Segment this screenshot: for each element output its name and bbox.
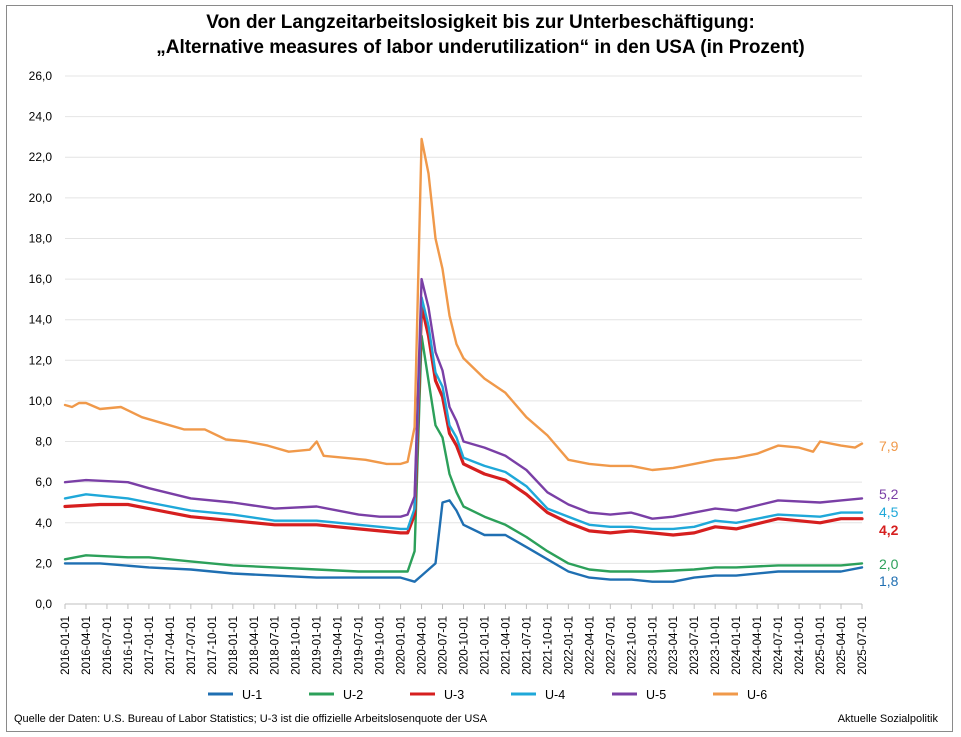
y-tick-label: 4,0 — [35, 516, 52, 530]
x-tick-label: 2025-01-01 — [815, 616, 827, 675]
series-line-u-4 — [63, 296, 864, 531]
x-tick-label: 2022-10-01 — [626, 616, 638, 675]
x-tick-label: 2019-10-01 — [375, 616, 387, 675]
x-tick-label: 2024-01-01 — [731, 616, 743, 675]
chart-frame — [6, 5, 953, 732]
legend-item-u-4: U-4 — [511, 688, 565, 702]
legend-label: U-4 — [545, 688, 565, 702]
x-tick-label: 2016-10-01 — [123, 616, 135, 675]
legend-item-u-3: U-3 — [410, 688, 464, 702]
x-tick-label: 2023-10-01 — [710, 616, 722, 675]
x-tick-label: 2016-01-01 — [60, 616, 72, 675]
x-tick-label: 2018-01-01 — [228, 616, 240, 675]
x-tick-label: 2019-07-01 — [354, 616, 366, 675]
end-label-u-3: 4,2 — [879, 522, 899, 538]
x-tick-label: 2023-04-01 — [668, 616, 680, 675]
x-tick-label: 2019-04-01 — [333, 616, 345, 675]
x-tick-label: 2018-10-01 — [291, 616, 303, 675]
y-tick-label: 16,0 — [29, 272, 53, 286]
legend-label: U-6 — [747, 688, 767, 702]
x-tick-label: 2017-10-01 — [207, 616, 219, 675]
series-line-u-2 — [63, 334, 864, 573]
x-tick-label: 2017-07-01 — [186, 616, 198, 675]
x-tick-label: 2016-04-01 — [81, 616, 93, 675]
y-axis: 0,0 2,0 4,0 6,0 8,0 10,0 12,0 14,0 16,0 18,0 20,0 2… — [29, 69, 53, 611]
end-label-u-5: 5,2 — [879, 486, 899, 502]
x-tick-label: 2025-04-01 — [836, 616, 848, 675]
x-tick-label: 2020-10-01 — [459, 616, 471, 675]
x-tick-label: 2017-04-01 — [165, 616, 177, 675]
legend-item-u-2: U-2 — [309, 688, 363, 702]
series-lines — [63, 137, 864, 583]
x-tick-label: 2019-01-01 — [312, 616, 324, 675]
series-line-u-3 — [63, 303, 864, 537]
x-tick-label: 2024-04-01 — [752, 616, 764, 675]
source-note: Quelle der Daten: U.S. Bureau of Labor S… — [14, 713, 488, 725]
x-tick-label: 2024-10-01 — [794, 616, 806, 675]
end-label-u-1: 1,8 — [879, 573, 899, 589]
y-tick-label: 18,0 — [29, 231, 53, 245]
y-tick-label: 14,0 — [29, 313, 53, 327]
legend-item-u-5: U-5 — [612, 688, 666, 702]
series-line-u-6 — [63, 137, 864, 472]
legend-label: U-5 — [646, 688, 666, 702]
y-tick-label: 26,0 — [29, 69, 53, 83]
y-tick-label: 20,0 — [29, 191, 53, 205]
end-label-u-2: 2,0 — [879, 556, 899, 572]
legend-item-u-6: U-6 — [713, 688, 767, 702]
legend-label: U-1 — [242, 688, 262, 702]
y-tick-label: 2,0 — [35, 556, 52, 570]
x-tick-label: 2021-07-01 — [521, 616, 533, 675]
series-line-u-5 — [63, 277, 864, 520]
x-tick-label: 2018-07-01 — [270, 616, 282, 675]
x-tick-label: 2022-01-01 — [563, 616, 575, 675]
x-tick-label: 2020-01-01 — [396, 616, 408, 675]
end-label-u-6: 7,9 — [879, 438, 899, 454]
x-tick-label: 2021-01-01 — [479, 616, 491, 675]
x-tick-label: 2020-04-01 — [417, 616, 429, 675]
legend-label: U-2 — [343, 688, 363, 702]
x-tick-label: 2021-10-01 — [542, 616, 554, 675]
series-line-u-1 — [63, 499, 864, 583]
x-tick-label: 2023-07-01 — [689, 616, 701, 675]
x-tick-label: 2024-07-01 — [773, 616, 785, 675]
y-tick-label: 22,0 — [29, 150, 53, 164]
legend-label: U-3 — [444, 688, 464, 702]
x-tick-label: 2022-04-01 — [584, 616, 596, 675]
chart-title-line-1: Von der Langzeitarbeitslosigkeit bis zur… — [206, 12, 755, 33]
y-tick-label: 24,0 — [29, 110, 53, 124]
brand-credit: Aktuelle Sozialpolitik — [837, 713, 938, 725]
x-tick-label: 2018-04-01 — [249, 616, 261, 675]
y-tick-label: 12,0 — [29, 353, 53, 367]
x-tick-label: 2022-07-01 — [605, 616, 617, 675]
x-tick-label: 2016-07-01 — [102, 616, 114, 675]
legend-item-u-1: U-1 — [208, 688, 262, 702]
chart-title-line-2: „Alternative measures of labor underutil… — [156, 37, 805, 58]
x-tick-label: 2021-04-01 — [500, 616, 512, 675]
x-tick-label: 2025-07-01 — [857, 616, 869, 675]
x-axis: 2016-01-01 2016-04-01 2016-07-01 2016-10-01… — [60, 604, 869, 675]
y-tick-label: 8,0 — [35, 435, 52, 449]
y-tick-label: 6,0 — [35, 475, 52, 489]
x-tick-label: 2020-07-01 — [438, 616, 450, 675]
legend: U-1 U-2 U-3 U-4 U-5 U-6 — [208, 688, 767, 702]
x-tick-label: 2017-01-01 — [144, 616, 156, 675]
end-label-u-4: 4,5 — [879, 504, 899, 520]
y-tick-label: 0,0 — [35, 597, 52, 611]
end-labels: 1,82,0 4,2 4,5 5,2 7,9 — [879, 438, 899, 589]
x-tick-label: 2023-01-01 — [647, 616, 659, 675]
y-tick-label: 10,0 — [29, 394, 53, 408]
